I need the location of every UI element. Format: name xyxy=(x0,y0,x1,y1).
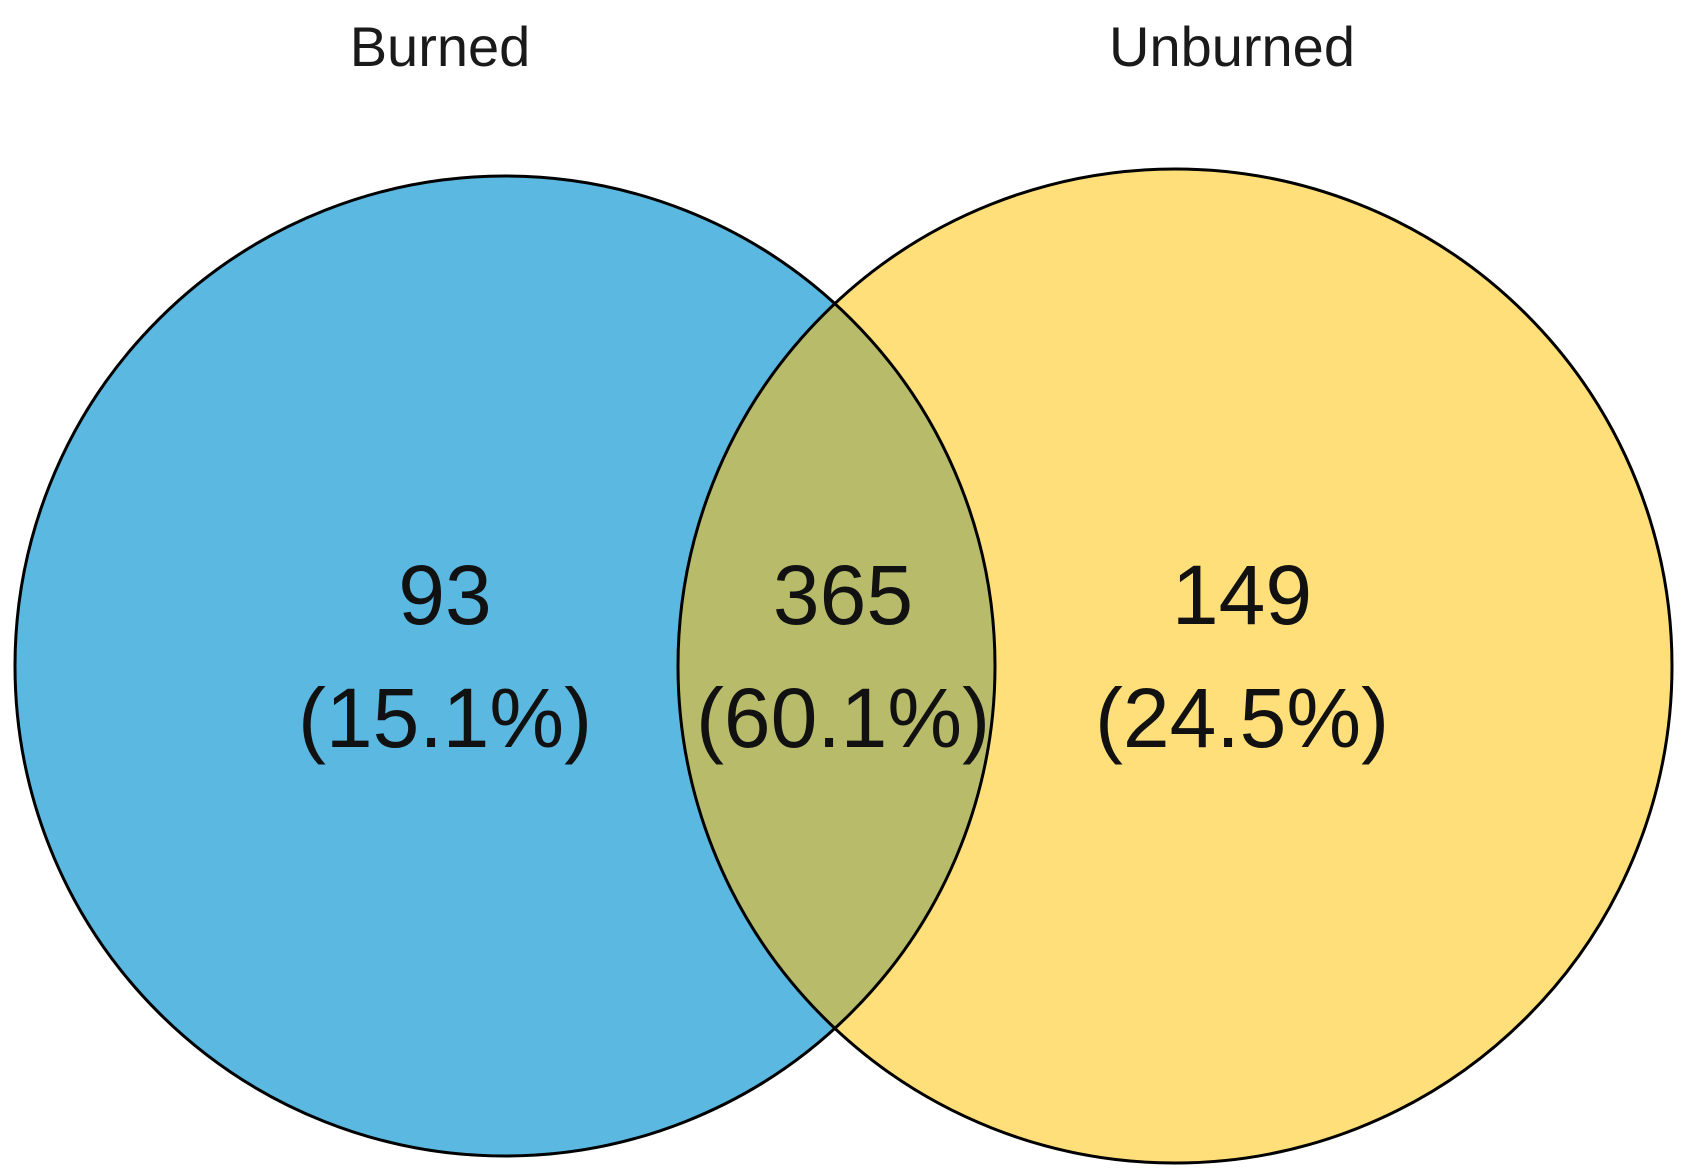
overlap-count: 365 xyxy=(773,548,913,642)
burned-only-percent: (15.1%) xyxy=(298,671,592,765)
unburned-only-percent: (24.5%) xyxy=(1095,671,1389,765)
overlap-percent: (60.1%) xyxy=(696,671,990,765)
burned-title: Burned xyxy=(350,15,531,78)
burned-only-count: 93 xyxy=(398,548,491,642)
unburned-circle-outline xyxy=(676,167,1674,1165)
burned-circle-outline xyxy=(13,174,997,1158)
unburned-only-count: 149 xyxy=(1172,548,1312,642)
unburned-title: Unburned xyxy=(1109,15,1355,78)
